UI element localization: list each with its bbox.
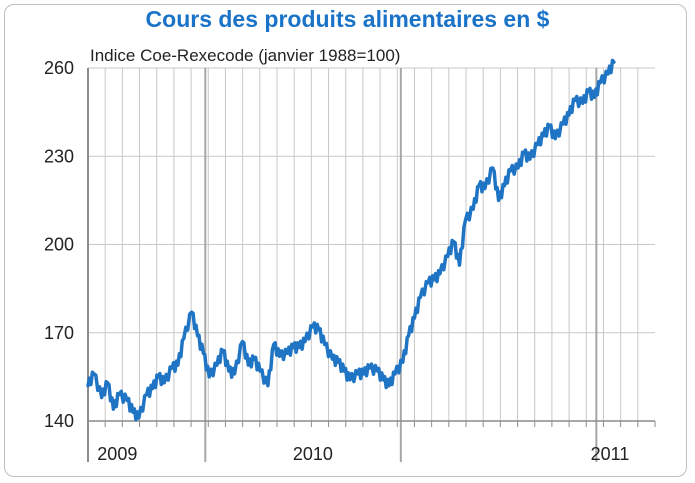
axes bbox=[87, 68, 656, 462]
y-tick-label: 200 bbox=[44, 235, 74, 255]
gridlines bbox=[88, 67, 655, 462]
x-tick-label: 2010 bbox=[293, 444, 333, 464]
series-layer bbox=[86, 58, 616, 422]
tick-labels: 140 170 200 230 260 2009 2010 2011 bbox=[44, 58, 629, 464]
chart-title: Cours des produits alimentaires en $ bbox=[145, 6, 550, 32]
y-tick-label: 230 bbox=[44, 146, 74, 166]
x-tick-label: 2009 bbox=[97, 444, 137, 464]
x-tick-label: 2011 bbox=[591, 444, 630, 464]
y-tick-label: 140 bbox=[44, 411, 74, 431]
y-tick-label: 170 bbox=[44, 323, 74, 343]
series-line bbox=[86, 58, 616, 422]
chart-subtitle: Indice Coe-Rexecode (janvier 1988=100) bbox=[90, 46, 401, 65]
y-tick-label: 260 bbox=[44, 58, 74, 78]
